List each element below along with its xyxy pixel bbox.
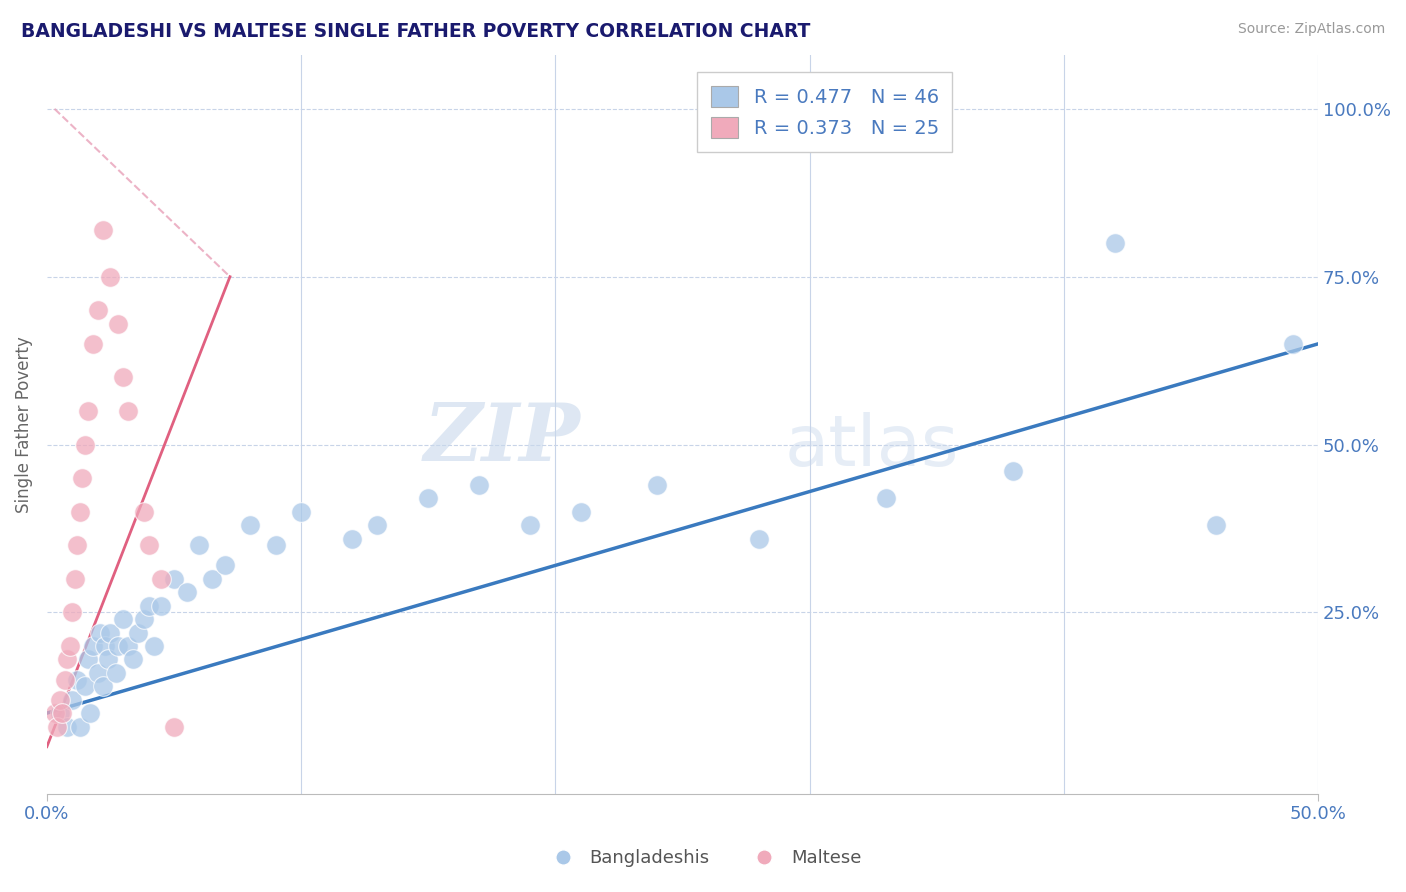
Point — [366, 518, 388, 533]
Point — [875, 491, 897, 506]
Point — [1205, 518, 1227, 533]
Point — [44, 706, 66, 720]
Point — [100, 269, 122, 284]
Point — [91, 679, 114, 693]
Point — [48, 706, 70, 720]
Point — [188, 538, 211, 552]
Point — [117, 404, 139, 418]
Point — [117, 639, 139, 653]
Point — [122, 652, 145, 666]
Point — [104, 665, 127, 680]
Point — [79, 706, 101, 720]
Point — [73, 679, 96, 693]
Point — [56, 652, 79, 666]
Point — [76, 652, 98, 666]
Text: BANGLADESHI VS MALTESE SINGLE FATHER POVERTY CORRELATION CHART: BANGLADESHI VS MALTESE SINGLE FATHER POV… — [21, 22, 810, 41]
Point — [91, 223, 114, 237]
Point — [60, 692, 83, 706]
Point — [112, 612, 135, 626]
Point — [569, 505, 592, 519]
Point — [468, 478, 491, 492]
Point — [76, 404, 98, 418]
Point — [150, 572, 173, 586]
Point — [1104, 236, 1126, 251]
Point — [107, 317, 129, 331]
Point — [163, 572, 186, 586]
Point — [340, 532, 363, 546]
Point — [51, 706, 73, 720]
Point — [73, 437, 96, 451]
Point — [290, 505, 312, 519]
Point — [645, 478, 668, 492]
Point — [176, 585, 198, 599]
Point — [94, 639, 117, 653]
Point — [132, 612, 155, 626]
Point — [142, 639, 165, 653]
Text: atlas: atlas — [785, 412, 959, 481]
Legend: Bangladeshis, Maltese: Bangladeshis, Maltese — [537, 842, 869, 874]
Y-axis label: Single Father Poverty: Single Father Poverty — [15, 336, 32, 513]
Point — [63, 572, 86, 586]
Point — [66, 538, 89, 552]
Point — [56, 720, 79, 734]
Point — [132, 505, 155, 519]
Point — [127, 625, 149, 640]
Point — [100, 625, 122, 640]
Point — [48, 692, 70, 706]
Point — [112, 370, 135, 384]
Point — [150, 599, 173, 613]
Legend: R = 0.477   N = 46, R = 0.373   N = 25: R = 0.477 N = 46, R = 0.373 N = 25 — [697, 72, 952, 152]
Point — [97, 652, 120, 666]
Point — [264, 538, 287, 552]
Point — [89, 625, 111, 640]
Point — [201, 572, 224, 586]
Point — [82, 336, 104, 351]
Point — [1281, 336, 1303, 351]
Point — [138, 599, 160, 613]
Point — [418, 491, 440, 506]
Point — [66, 673, 89, 687]
Point — [87, 303, 110, 318]
Point — [53, 673, 76, 687]
Point — [1002, 464, 1025, 478]
Point — [87, 665, 110, 680]
Point — [60, 606, 83, 620]
Point — [69, 720, 91, 734]
Point — [46, 720, 69, 734]
Point — [138, 538, 160, 552]
Point — [214, 558, 236, 573]
Point — [748, 532, 770, 546]
Point — [107, 639, 129, 653]
Text: Source: ZipAtlas.com: Source: ZipAtlas.com — [1237, 22, 1385, 37]
Point — [69, 505, 91, 519]
Point — [163, 720, 186, 734]
Point — [239, 518, 262, 533]
Point — [59, 639, 82, 653]
Point — [82, 639, 104, 653]
Point — [72, 471, 94, 485]
Point — [519, 518, 541, 533]
Text: ZIP: ZIP — [425, 401, 581, 478]
